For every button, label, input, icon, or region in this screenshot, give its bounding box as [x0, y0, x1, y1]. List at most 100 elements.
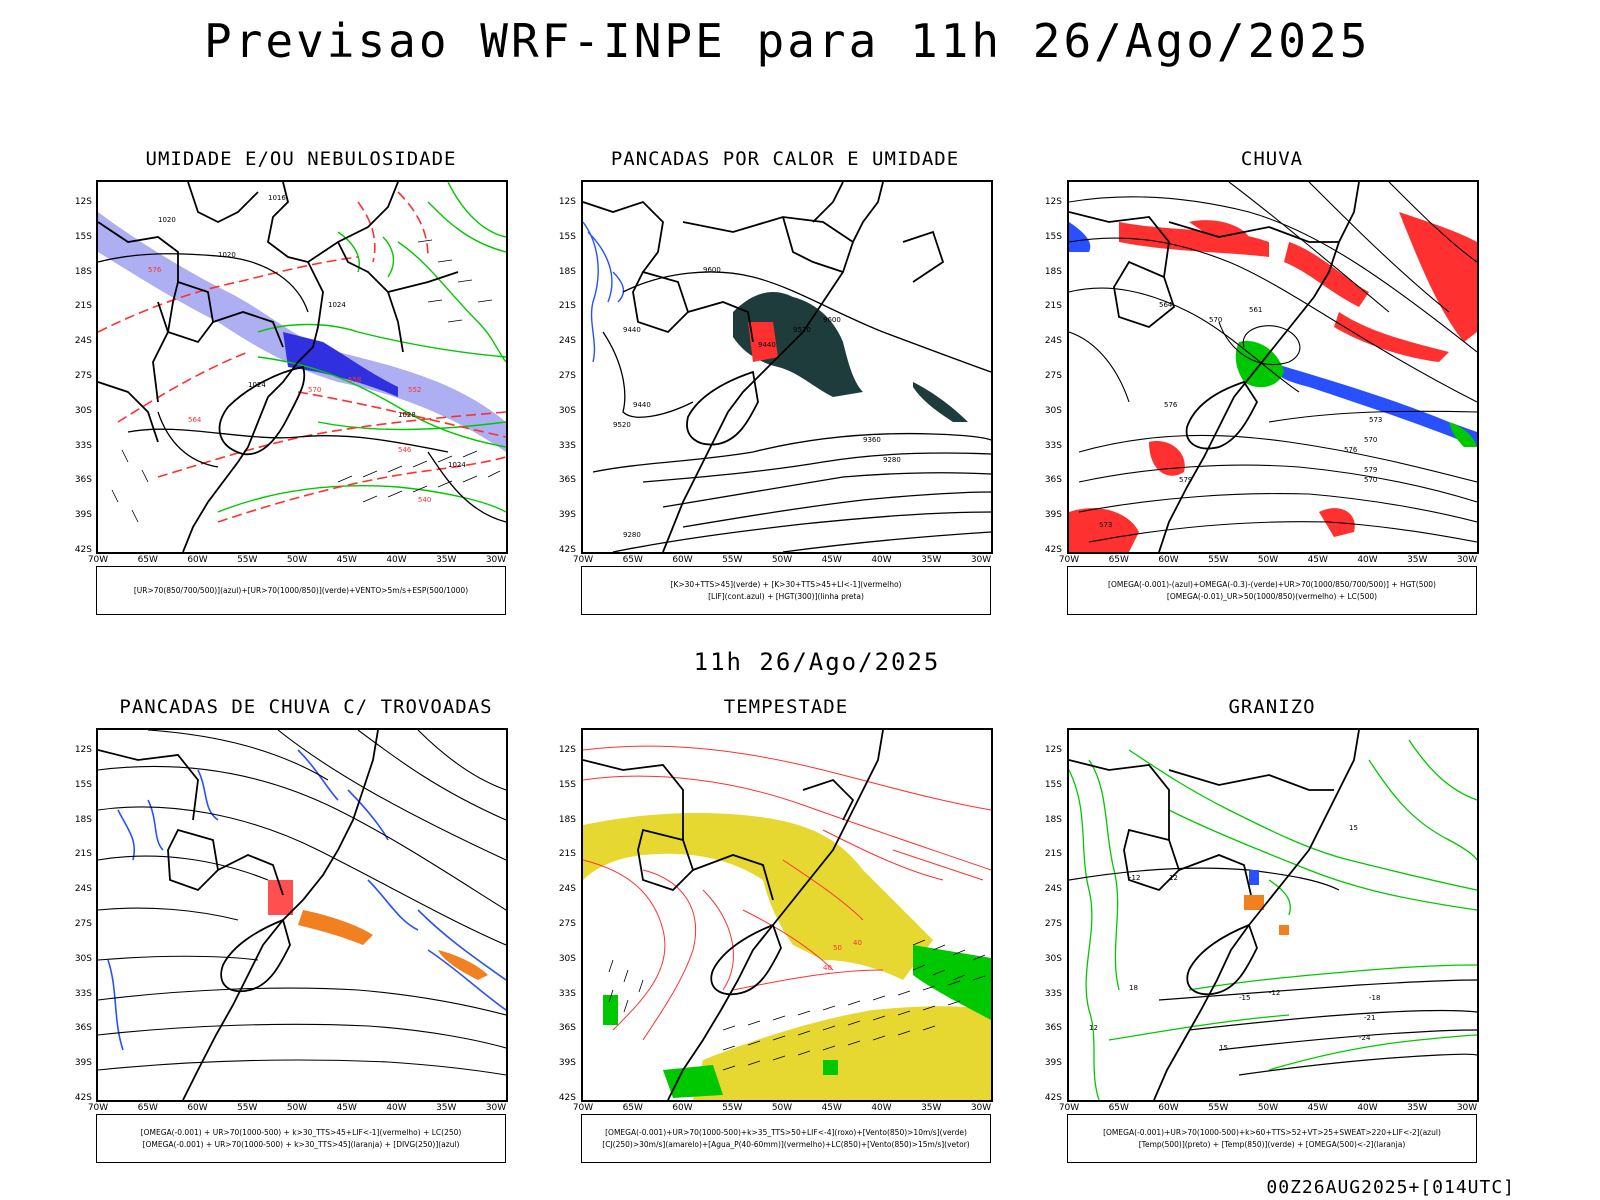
streamlines: [98, 730, 506, 1076]
coastline-borders: [583, 730, 884, 1100]
coastline-borders: [98, 730, 379, 1100]
lat-tick-label: 15S: [74, 779, 92, 790]
lon-tick-label: 50W: [1257, 1103, 1279, 1113]
map-pancadas-calor-svg: 9600 9520 9440 9440 9360 9280 9600 9520 9440 9280: [583, 182, 991, 552]
lat-tick-label: 42S: [1044, 545, 1062, 555]
lat-tick-label: 18S: [74, 814, 92, 825]
contour-label: 9600: [703, 266, 721, 274]
lon-axis-pancadas-calor: 70W 65W 60W 55W 50W 45W 40W 35W 30W: [573, 555, 993, 567]
lat-tick-label: 33S: [1044, 988, 1062, 999]
lon-axis-tempestade: 70W 65W 60W 55W 50W 45W 40W 35W 30W: [573, 1103, 993, 1115]
lat-tick-label: 12S: [74, 197, 92, 207]
contour-label: 573: [1099, 521, 1112, 529]
lat-tick-label: 24S: [558, 884, 576, 895]
lat-tick-label: 30S: [558, 953, 576, 964]
map-chuva-svg: 576 579 573 570 576 579 570 573 570 564 561: [1069, 182, 1477, 552]
lat-tick-label: 33S: [74, 440, 92, 451]
lat-tick-label: 12S: [1044, 745, 1062, 755]
lat-tick-label: 15S: [1044, 779, 1062, 790]
contour-label: 576: [148, 266, 162, 274]
lat-tick-label: 30S: [558, 405, 576, 416]
temp500-black: [1069, 867, 1477, 1076]
lat-tick-label: 15S: [1044, 231, 1062, 242]
map-granizo: -12 -12 -15 -18 -21 -24 12 15 18 12 15: [1067, 728, 1479, 1102]
omega-orange: [1244, 895, 1289, 935]
legend-line: [OMEGA(-0.001) + UR>70(1000-500) + k>30_…: [140, 1127, 462, 1137]
lon-axis-chuva: 70W 65W 60W 55W 50W 45W 40W 35W 30W: [1059, 555, 1479, 567]
lat-tick-label: 30S: [74, 953, 92, 964]
lon-tick-label: 65W: [1108, 555, 1129, 565]
contour-label: -12: [1269, 989, 1280, 997]
lat-axis-umidade: 12S 15S 18S 21S 24S 27S 30S 33S 36S 39S 42S: [60, 180, 92, 555]
contour-label: 564: [1159, 301, 1173, 309]
lon-tick-label: 30W: [970, 1103, 992, 1113]
forecast-date: 11h 26/Ago/2025: [693, 648, 941, 676]
legend-granizo: [OMEGA(-0.001)+UR>70(1000-500)+k>60+TTS>…: [1067, 1114, 1477, 1163]
contour-label: 576: [1164, 401, 1178, 409]
lat-tick-label: 36S: [74, 475, 92, 486]
lat-tick-label: 18S: [74, 266, 92, 277]
contour-label: -12: [1129, 874, 1140, 882]
lon-tick-label: 50W: [286, 1103, 308, 1113]
lat-tick-label: 27S: [1044, 919, 1062, 929]
lat-tick-label: 21S: [558, 301, 576, 312]
contour-label: 1020: [158, 216, 176, 224]
contour-label: 9520: [613, 421, 631, 429]
wind-green-areas: [603, 945, 991, 1098]
lat-tick-label: 30S: [1044, 953, 1062, 964]
lon-tick-label: 35W: [921, 1103, 942, 1113]
legend-line: [Temp(500)](preto) + [Temp(850)](verde) …: [1138, 1139, 1406, 1149]
lon-tick-label: 30W: [485, 1103, 507, 1113]
convection-teal-area: [733, 292, 863, 397]
contour-label: 12: [1089, 1024, 1098, 1032]
red-streamlines: [583, 745, 991, 1041]
lon-tick-label: 45W: [821, 555, 842, 565]
lon-tick-label: 40W: [386, 1103, 407, 1113]
lon-tick-label: 70W: [572, 555, 594, 565]
contour-label: 9440: [633, 401, 651, 409]
contour-label: 9600: [823, 316, 841, 324]
panel-title-tempestade: TEMPESTADE: [723, 696, 849, 718]
coastline-borders: [583, 182, 945, 552]
contour-label: 576: [1344, 446, 1358, 454]
lat-tick-label: 18S: [1044, 266, 1062, 277]
wind-vectors: [608, 939, 986, 1071]
contour-label: 558: [348, 376, 361, 384]
lon-axis-trovoadas: 70W 65W 60W 55W 50W 45W 40W 35W 30W: [88, 1103, 508, 1115]
lon-tick-label: 60W: [1158, 1103, 1179, 1113]
map-umidade-svg: 1016 1020 1024 1024 1028 1024 1020 576 570 564 558…: [98, 182, 506, 552]
legend-line: [K>30+TTS>45](verde) + [K>30+TTS>45+LI<-…: [670, 579, 902, 589]
instability-red-area: [748, 322, 778, 362]
contour-label: 9520: [793, 326, 811, 334]
lat-tick-label: 36S: [558, 1023, 576, 1034]
lon-tick-label: 70W: [572, 1103, 594, 1113]
panel-title-umidade: UMIDADE E/OU NEBULOSIDADE: [145, 148, 457, 170]
lon-tick-label: 30W: [1456, 555, 1478, 565]
panel-title-granizo: GRANIZO: [1228, 696, 1316, 718]
lat-tick-label: 30S: [1044, 405, 1062, 416]
lon-tick-label: 30W: [485, 555, 507, 565]
red-dashed-contours: [98, 191, 506, 523]
lon-tick-label: 40W: [1357, 1103, 1378, 1113]
lat-tick-label: 21S: [74, 849, 92, 860]
lon-tick-label: 65W: [137, 555, 158, 565]
lat-tick-label: 36S: [1044, 475, 1062, 486]
lat-tick-label: 36S: [1044, 1023, 1062, 1034]
lat-tick-label: 24S: [558, 336, 576, 347]
coastline-borders: [1069, 730, 1360, 1100]
rain-blue-areas: [1069, 222, 1477, 447]
contour-label: -15: [1239, 994, 1250, 1002]
contour-label: 15: [1219, 1044, 1228, 1052]
coastline-borders: [98, 182, 459, 552]
contour-label: 570: [1364, 436, 1377, 444]
lat-tick-label: 27S: [558, 371, 576, 381]
lon-tick-label: 60W: [187, 555, 208, 565]
contour-label: 564: [188, 416, 202, 424]
legend-line: [UR>70(850/700/500)](azul)+[UR>70(1000/8…: [133, 585, 469, 595]
lon-tick-label: 45W: [1307, 555, 1328, 565]
lon-tick-label: 55W: [722, 1103, 743, 1113]
convection-teal-area-2: [913, 382, 968, 422]
contour-label: 9280: [883, 456, 901, 464]
lat-tick-label: 24S: [74, 336, 92, 347]
map-umidade: 1016 1020 1024 1024 1028 1024 1020 576 570 564 558…: [96, 180, 508, 554]
